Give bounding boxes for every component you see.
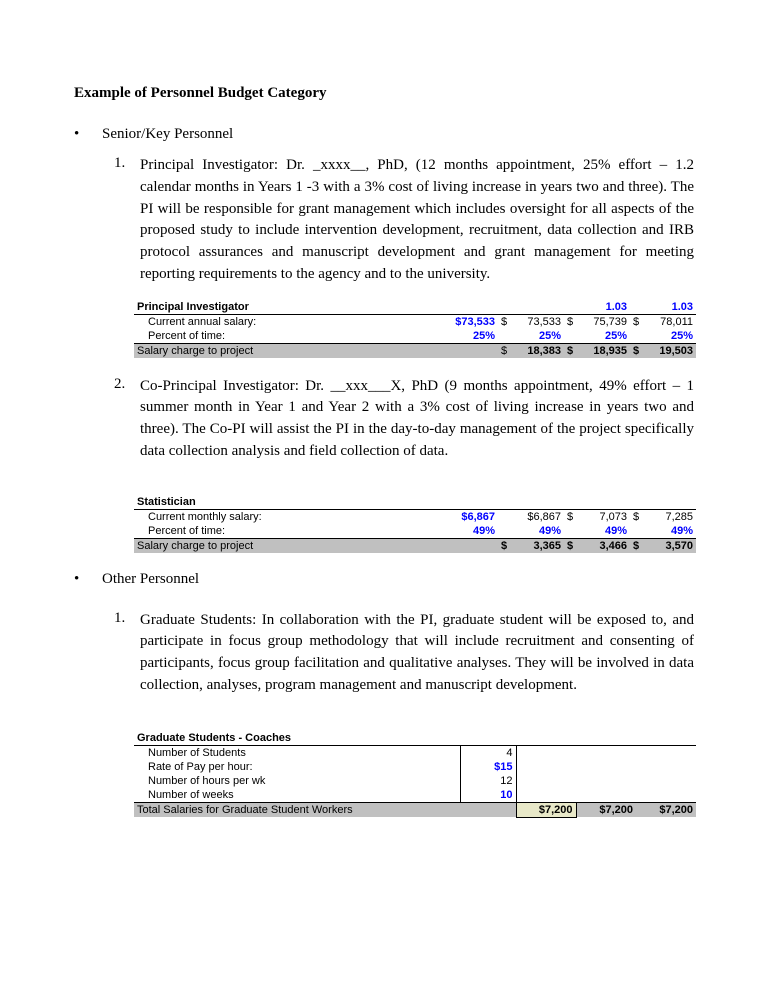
dollar-sign: $ (498, 343, 516, 358)
bullet-icon: • (74, 571, 102, 588)
row-label: Percent of time: (134, 329, 432, 344)
row-label: Number of hours per wk (134, 774, 460, 788)
table-row: Statistician (134, 495, 696, 510)
table-row: Current monthly salary: $6,867 $6,867 $ … (134, 509, 696, 524)
cell-value: 3,570 (648, 538, 696, 553)
cell-value: 10 (460, 788, 516, 803)
cell-value: $7,200 (576, 802, 636, 817)
dollar-sign: $ (564, 509, 582, 524)
cell-value: 18,383 (516, 343, 564, 358)
table-row: Graduate Students - Coaches (134, 731, 696, 746)
table-row: Total Salaries for Graduate Student Work… (134, 802, 696, 817)
table-row: Salary charge to project $ 3,365 $ 3,466… (134, 538, 696, 553)
cell-value: 3,365 (516, 538, 564, 553)
row-label: Rate of Pay per hour: (134, 760, 460, 774)
cell-value: 3,466 (582, 538, 630, 553)
cell-value: 7,073 (582, 509, 630, 524)
cell-value: 49% (516, 524, 564, 539)
dollar-sign: $ (498, 538, 516, 553)
cell-value: $73,533 (432, 314, 498, 329)
dollar-sign: $ (564, 343, 582, 358)
copi-item: 2. Co-Principal Investigator: Dr. __xxx_… (114, 376, 694, 463)
statistician-budget-table: Statistician Current monthly salary: $6,… (134, 495, 696, 553)
cell-value: $6,867 (516, 509, 564, 524)
table-row: Number of hours per wk 12 (134, 774, 696, 788)
dollar-sign: $ (630, 509, 648, 524)
dollar-sign: $ (498, 314, 516, 329)
row-label: Total Salaries for Graduate Student Work… (134, 802, 460, 817)
table-row: Percent of time: 49% 49% 49% 49% (134, 524, 696, 539)
page-title: Example of Personnel Budget Category (74, 85, 694, 102)
cell-value: 12 (460, 774, 516, 788)
grad-students-budget-table: Graduate Students - Coaches Number of St… (134, 731, 696, 818)
section-heading: Other Personnel (102, 571, 199, 588)
row-label: Number of weeks (134, 788, 460, 803)
cell-value: $7,200 (516, 802, 576, 817)
cell-value: 25% (516, 329, 564, 344)
dollar-sign: $ (564, 538, 582, 553)
table-row: Number of Students 4 (134, 745, 696, 760)
document-page: Example of Personnel Budget Category • S… (0, 0, 768, 994)
cell-value: $6,867 (432, 509, 498, 524)
cell-value: 4 (460, 745, 516, 760)
cell-value: $7,200 (636, 802, 696, 817)
cell-value: 75,739 (582, 314, 630, 329)
cell-value: 7,285 (648, 509, 696, 524)
table-row: Salary charge to project $ 18,383 $ 18,9… (134, 343, 696, 358)
list-number: 1. (114, 155, 140, 286)
table-row: Number of weeks 10 (134, 788, 696, 803)
cell-value: $15 (460, 760, 516, 774)
cola-factor: 1.03 (648, 300, 696, 315)
row-label: Current monthly salary: (134, 509, 432, 524)
pi-budget-table: Principal Investigator 1.03 1.03 Current… (134, 300, 696, 358)
cell-value: 25% (648, 329, 696, 344)
pi-description: Principal Investigator: Dr. _xxxx__, PhD… (140, 155, 694, 286)
table-header: Graduate Students - Coaches (134, 731, 460, 746)
section-senior-key: • Senior/Key Personnel (74, 126, 694, 143)
table-header: Principal Investigator (134, 300, 432, 315)
cell-value: 49% (582, 524, 630, 539)
table-header: Statistician (134, 495, 432, 510)
cell-value: 19,503 (648, 343, 696, 358)
cell-value: 18,935 (582, 343, 630, 358)
table-row: Percent of time: 25% 25% 25% 25% (134, 329, 696, 344)
cell-value: 49% (432, 524, 498, 539)
list-number: 2. (114, 376, 140, 463)
list-number: 1. (114, 610, 140, 697)
grad-students-item: 1. Graduate Students: In collaboration w… (114, 610, 694, 697)
copi-description: Co-Principal Investigator: Dr. __xxx___X… (140, 376, 694, 463)
cell-value: 78,011 (648, 314, 696, 329)
bullet-icon: • (74, 126, 102, 143)
row-label: Current annual salary: (134, 314, 432, 329)
dollar-sign: $ (630, 314, 648, 329)
table-row: Principal Investigator 1.03 1.03 (134, 300, 696, 315)
section-heading: Senior/Key Personnel (102, 126, 233, 143)
cell-value: 25% (582, 329, 630, 344)
grad-students-description: Graduate Students: In collaboration with… (140, 610, 694, 697)
dollar-sign: $ (630, 343, 648, 358)
table-row: Rate of Pay per hour: $15 (134, 760, 696, 774)
dollar-sign: $ (630, 538, 648, 553)
row-label: Number of Students (134, 745, 460, 760)
table-row: Current annual salary: $73,533 $ 73,533 … (134, 314, 696, 329)
row-label: Percent of time: (134, 524, 432, 539)
pi-item: 1. Principal Investigator: Dr. _xxxx__, … (114, 155, 694, 286)
row-label: Salary charge to project (134, 343, 432, 358)
cola-factor: 1.03 (582, 300, 630, 315)
row-label: Salary charge to project (134, 538, 432, 553)
dollar-sign: $ (564, 314, 582, 329)
cell-value: 73,533 (516, 314, 564, 329)
section-other-personnel: • Other Personnel (74, 571, 694, 588)
cell-value: 49% (648, 524, 696, 539)
cell-value: 25% (432, 329, 498, 344)
